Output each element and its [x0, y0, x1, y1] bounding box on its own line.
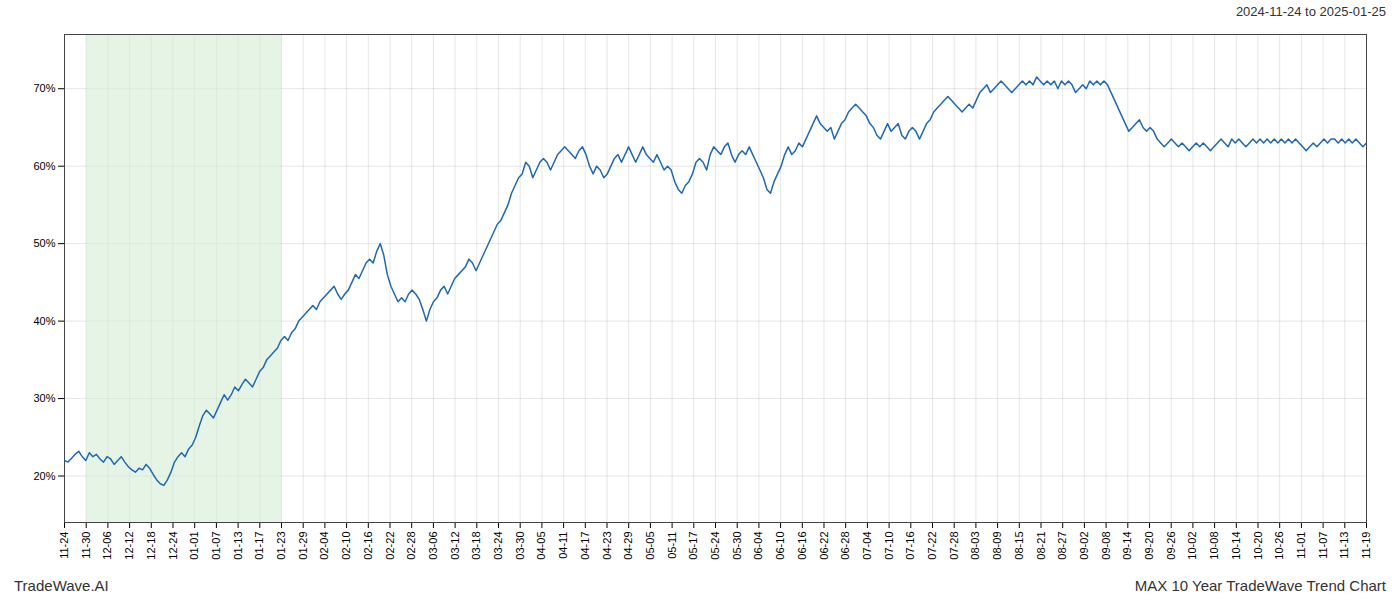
svg-text:30%: 30%	[33, 392, 55, 404]
svg-text:02-28: 02-28	[405, 532, 417, 560]
svg-text:02-16: 02-16	[362, 532, 374, 560]
svg-text:07-28: 07-28	[948, 532, 960, 560]
html-text:MAX 10 Year TradeWave Trend Ch: MAX 10 Year TradeWave Trend Chart	[1134, 577, 1386, 594]
svg-text:04-17: 04-17	[579, 532, 591, 560]
svg-text:10-14: 10-14	[1230, 532, 1242, 560]
svg-text:06-28: 06-28	[839, 532, 851, 560]
svg-text:07-10: 07-10	[883, 532, 895, 560]
svg-text:02-10: 02-10	[340, 532, 352, 560]
svg-text:09-26: 09-26	[1165, 532, 1177, 560]
svg-text:05-11: 05-11	[666, 532, 678, 559]
svg-text:09-20: 09-20	[1143, 532, 1155, 560]
svg-text:03-24: 03-24	[492, 532, 504, 560]
svg-text:10-20: 10-20	[1252, 532, 1264, 560]
svg-text:20%: 20%	[33, 470, 55, 482]
svg-text:11-24: 11-24	[58, 532, 70, 559]
svg-text:40%: 40%	[33, 315, 55, 327]
svg-text:09-02: 09-02	[1078, 532, 1090, 560]
svg-text:12-18: 12-18	[145, 532, 157, 560]
svg-text:04-05: 04-05	[535, 532, 547, 560]
svg-text:01-17: 01-17	[253, 532, 265, 560]
svg-text:10-02: 10-02	[1186, 532, 1198, 560]
svg-text:01-29: 01-29	[297, 532, 309, 560]
svg-text:07-16: 07-16	[904, 532, 916, 560]
svg-text:06-04: 06-04	[752, 532, 764, 560]
svg-text:05-24: 05-24	[709, 532, 721, 560]
svg-text:02-04: 02-04	[318, 532, 330, 560]
svg-text:09-08: 09-08	[1100, 532, 1112, 560]
svg-text:12-06: 12-06	[101, 532, 113, 560]
html-text:2024-11-24 to 2025-01-25: 2024-11-24 to 2025-01-25	[1235, 4, 1386, 19]
svg-text:01-01: 01-01	[188, 532, 200, 560]
svg-text:01-23: 01-23	[275, 532, 287, 560]
svg-text:08-03: 08-03	[969, 532, 981, 560]
svg-text:03-06: 03-06	[427, 532, 439, 560]
svg-text:06-16: 06-16	[796, 532, 808, 560]
svg-text:11-19: 11-19	[1360, 532, 1372, 559]
svg-text:12-24: 12-24	[167, 532, 179, 560]
svg-text:11-30: 11-30	[80, 532, 92, 559]
svg-text:01-13: 01-13	[232, 532, 244, 560]
svg-text:12-12: 12-12	[123, 532, 135, 560]
svg-text:04-11: 04-11	[557, 532, 569, 559]
svg-text:05-05: 05-05	[644, 532, 656, 560]
svg-text:04-23: 04-23	[601, 532, 613, 560]
svg-text:11-01: 11-01	[1295, 532, 1307, 559]
svg-text:10-08: 10-08	[1208, 532, 1220, 560]
svg-text:02-22: 02-22	[384, 532, 396, 560]
svg-text:05-17: 05-17	[687, 532, 699, 560]
svg-text:07-22: 07-22	[926, 532, 938, 560]
svg-text:06-22: 06-22	[818, 532, 830, 560]
svg-text:50%: 50%	[33, 237, 55, 249]
svg-text:06-10: 06-10	[774, 532, 786, 560]
svg-text:11-07: 11-07	[1317, 532, 1329, 559]
svg-text:70%: 70%	[33, 82, 55, 94]
svg-text:09-14: 09-14	[1121, 532, 1133, 560]
svg-text:07-04: 07-04	[861, 532, 873, 560]
svg-text:03-30: 03-30	[514, 532, 526, 560]
svg-text:03-18: 03-18	[470, 532, 482, 560]
svg-text:03-12: 03-12	[449, 532, 461, 560]
svg-text:04-29: 04-29	[622, 532, 634, 560]
svg-text:08-27: 08-27	[1056, 532, 1068, 560]
svg-text:01-07: 01-07	[210, 532, 222, 560]
svg-text:60%: 60%	[33, 160, 55, 172]
html-text:TradeWave.AI: TradeWave.AI	[14, 577, 109, 594]
svg-text:08-15: 08-15	[1013, 532, 1025, 560]
svg-text:10-26: 10-26	[1273, 532, 1285, 560]
svg-text:11-13: 11-13	[1338, 532, 1350, 559]
svg-text:08-09: 08-09	[991, 532, 1003, 560]
svg-text:08-21: 08-21	[1035, 532, 1047, 560]
svg-text:05-30: 05-30	[731, 532, 743, 560]
